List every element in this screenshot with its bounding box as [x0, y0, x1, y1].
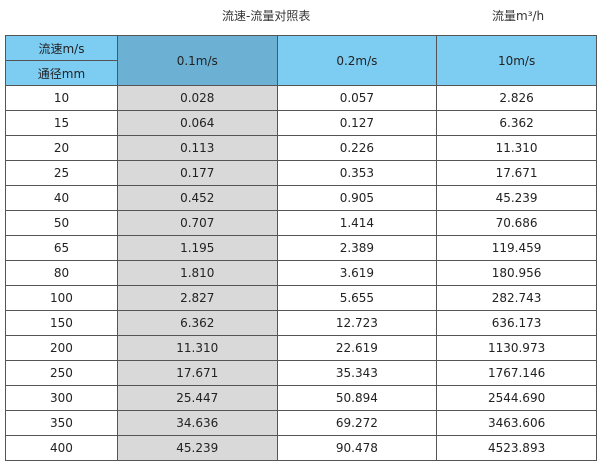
flow-cell: 0.057 [276, 85, 438, 111]
flow-cell: 180.956 [436, 260, 597, 286]
flow-cell: 22.619 [276, 335, 438, 361]
flow-cell: 282.743 [436, 285, 597, 311]
table-row: 100 2.827 5.655 282.743 [5, 285, 597, 311]
flow-cell: 12.723 [276, 310, 438, 336]
diameter-cell: 15 [5, 110, 118, 136]
table-row: 65 1.195 2.389 119.459 [5, 235, 597, 261]
flow-cell: 1.414 [276, 210, 438, 236]
flow-cell: 0.127 [276, 110, 438, 136]
diameter-cell: 20 [5, 135, 118, 161]
diameter-cell: 350 [5, 410, 118, 436]
velocity-header: 流速m/s [5, 35, 118, 61]
flow-cell: 35.343 [276, 360, 438, 386]
flow-cell: 50.894 [276, 385, 438, 411]
flow-cell: 3.619 [276, 260, 438, 286]
flow-cell: 1130.973 [436, 335, 597, 361]
flow-cell: 6.362 [116, 310, 278, 336]
flow-cell: 11.310 [436, 135, 597, 161]
diameter-cell: 250 [5, 360, 118, 386]
flow-cell: 0.353 [276, 160, 438, 186]
header-row: 通径mm [5, 60, 597, 86]
flow-cell: 90.478 [276, 435, 438, 461]
diameter-cell: 50 [5, 210, 118, 236]
flow-cell: 70.686 [436, 210, 597, 236]
table-row: 200 11.310 22.619 1130.973 [5, 335, 597, 361]
diameter-cell: 150 [5, 310, 118, 336]
flow-cell: 45.239 [116, 435, 278, 461]
flow-cell: 69.272 [276, 410, 438, 436]
flow-cell: 17.671 [116, 360, 278, 386]
flow-cell: 25.447 [116, 385, 278, 411]
flow-cell: 11.310 [116, 335, 278, 361]
table-row: 80 1.810 3.619 180.956 [5, 260, 597, 286]
flow-cell: 45.239 [436, 185, 597, 211]
table-row: 300 25.447 50.894 2544.690 [5, 385, 597, 411]
flow-cell: 2.389 [276, 235, 438, 261]
flow-cell: 4523.893 [436, 435, 597, 461]
diameter-cell: 400 [5, 435, 118, 461]
flow-cell: 34.636 [116, 410, 278, 436]
diameter-cell: 25 [5, 160, 118, 186]
diameter-cell: 10 [5, 85, 118, 111]
column-header: 0.2m/s [276, 35, 438, 86]
flow-cell: 0.113 [116, 135, 278, 161]
flow-cell: 119.459 [436, 235, 597, 261]
column-header: 0.1m/s [116, 35, 278, 86]
table-row: 350 34.636 69.272 3463.606 [5, 410, 597, 436]
table-row: 20 0.113 0.226 11.310 [5, 135, 597, 161]
flow-cell: 0.028 [116, 85, 278, 111]
flow-cell: 1767.146 [436, 360, 597, 386]
diameter-cell: 65 [5, 235, 118, 261]
column-header: 10m/s [436, 35, 597, 86]
flow-cell: 6.362 [436, 110, 597, 136]
header-row: 流速m/s 0.1m/s 0.2m/s 10m/s [5, 35, 597, 86]
table-row: 40 0.452 0.905 45.239 [5, 185, 597, 211]
flow-cell: 0.226 [276, 135, 438, 161]
table-title: 流速-流量对照表 [222, 9, 311, 23]
table-row: 50 0.707 1.414 70.686 [5, 210, 597, 236]
flow-cell: 3463.606 [436, 410, 597, 436]
flow-table: 流速m/s 0.1m/s 0.2m/s 10m/s 通径mm 10 0.028 0.… [5, 35, 597, 461]
table-row: 10 0.028 0.057 2.826 [5, 85, 597, 111]
flow-cell: 2.827 [116, 285, 278, 311]
table-row: 150 6.362 12.723 636.173 [5, 310, 597, 336]
flow-cell: 0.064 [116, 110, 278, 136]
flow-cell: 0.707 [116, 210, 278, 236]
flow-cell: 2544.690 [436, 385, 597, 411]
flow-cell: 0.452 [116, 185, 278, 211]
table-row: 25 0.177 0.353 17.671 [5, 160, 597, 186]
flow-cell: 17.671 [436, 160, 597, 186]
flow-cell: 1.195 [116, 235, 278, 261]
flow-cell: 636.173 [436, 310, 597, 336]
diameter-cell: 200 [5, 335, 118, 361]
diameter-header: 通径mm [5, 60, 118, 86]
flow-cell: 2.826 [436, 85, 597, 111]
diameter-cell: 100 [5, 285, 118, 311]
unit-label: 流量m³/h [492, 9, 545, 23]
table-row: 400 45.239 90.478 4523.893 [5, 435, 597, 461]
table-row: 15 0.064 0.127 6.362 [5, 110, 597, 136]
flow-cell: 5.655 [276, 285, 438, 311]
flow-cell: 0.177 [116, 160, 278, 186]
flow-cell: 0.905 [276, 185, 438, 211]
diameter-cell: 80 [5, 260, 118, 286]
flow-cell: 1.810 [116, 260, 278, 286]
table-row: 250 17.671 35.343 1767.146 [5, 360, 597, 386]
diameter-cell: 40 [5, 185, 118, 211]
diameter-cell: 300 [5, 385, 118, 411]
